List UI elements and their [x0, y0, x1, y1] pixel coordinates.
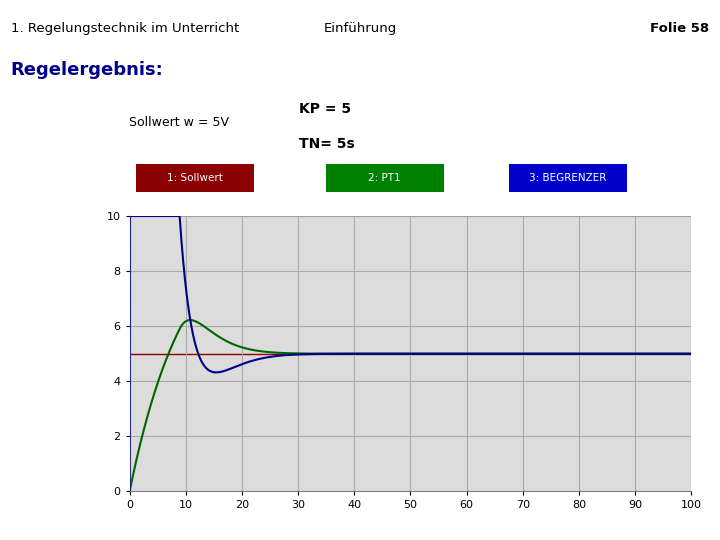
Bar [509, 164, 627, 192]
Bar [135, 164, 253, 192]
Text: Regelergebnis:: Regelergebnis: [11, 61, 163, 79]
Text: Folie 58: Folie 58 [650, 22, 709, 35]
Text: 1. Regelungstechnik im Unterricht: 1. Regelungstechnik im Unterricht [11, 22, 239, 35]
Text: 2: PT1: 2: PT1 [368, 173, 401, 183]
Text: 1: Sollwert: 1: Sollwert [166, 173, 222, 183]
Text: KP = 5: KP = 5 [300, 102, 351, 116]
Bar [325, 164, 444, 192]
Text: TN= 5s: TN= 5s [300, 137, 355, 151]
Text: 3: BEGRENZER: 3: BEGRENZER [529, 173, 607, 183]
Text: Sollwert w = 5V: Sollwert w = 5V [129, 116, 229, 129]
Text: Einführung: Einführung [323, 22, 397, 35]
